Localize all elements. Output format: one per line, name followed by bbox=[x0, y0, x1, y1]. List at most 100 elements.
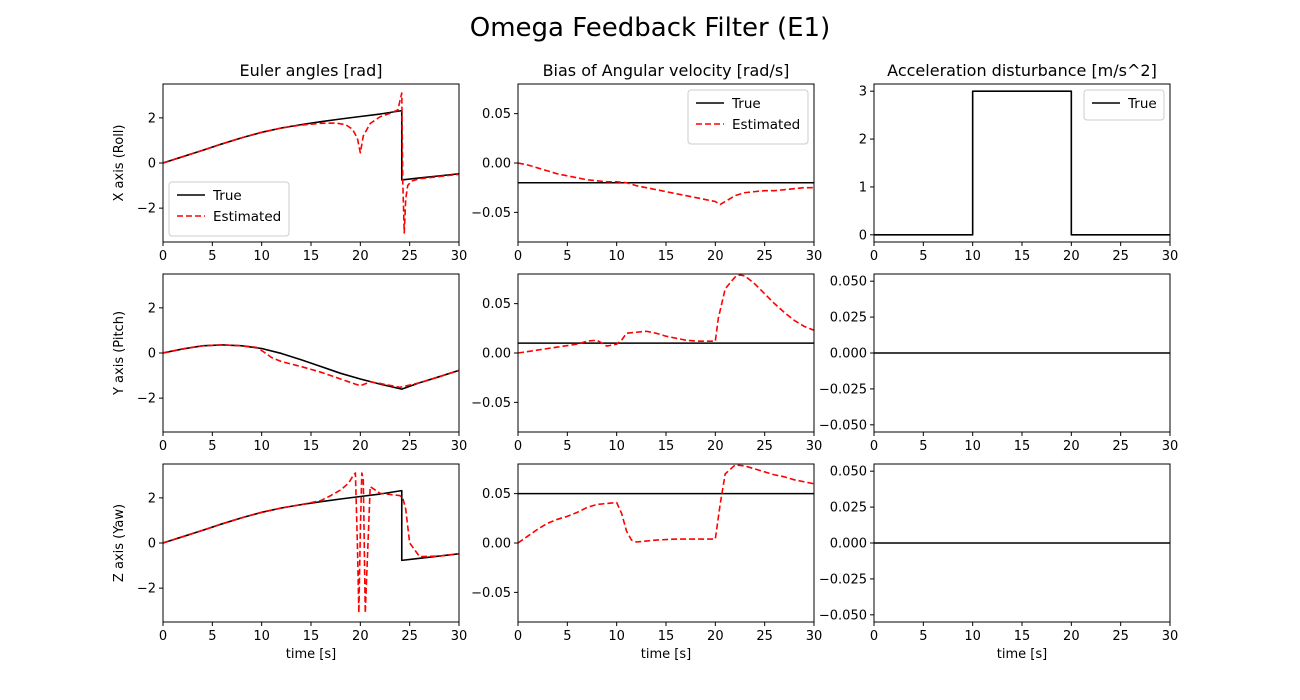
x-tick-label: 25 bbox=[401, 249, 418, 264]
x-tick-label: 10 bbox=[608, 439, 625, 454]
x-tick-label: 10 bbox=[608, 249, 625, 264]
y-tick-label: 2 bbox=[148, 491, 156, 506]
x-tick-label: 0 bbox=[514, 439, 522, 454]
y-tick-label: 2 bbox=[859, 133, 867, 148]
y-tick-label: 0.050 bbox=[830, 465, 867, 480]
x-tick-label: 0 bbox=[870, 249, 878, 264]
y-tick-label: 0 bbox=[148, 157, 156, 172]
x-tick-label: 10 bbox=[608, 629, 625, 644]
y-tick-label: −0.025 bbox=[819, 572, 867, 587]
x-tick-label: 30 bbox=[806, 439, 823, 454]
panel-2: 0 5 10 15 20 25 30 −0.05 0.00 0.05 Bias of Angular… bbox=[471, 61, 822, 264]
x-tick-label: 25 bbox=[1112, 249, 1129, 264]
x-tick-label: 25 bbox=[1112, 439, 1129, 454]
panel-8: 0 5 10 15 20 25 30 −0.05 0.00 0.05 time [s] bbox=[471, 463, 823, 662]
x-tick-label: 15 bbox=[1014, 249, 1031, 264]
panel-9: 0 5 10 15 20 25 30 −0.050 −0.025 0.000 0.025 0.050 t… bbox=[819, 463, 1179, 662]
x-tick-label: 0 bbox=[159, 629, 167, 644]
estimated-series-line bbox=[518, 162, 814, 206]
panel-7: 0 5 10 15 20 25 30 −2 0 2 Z axis (Yaw) time [s] bbox=[112, 463, 468, 662]
figure-title: Omega Feedback Filter (E1) bbox=[470, 13, 830, 43]
x-tick-label: 30 bbox=[451, 439, 468, 454]
x-tick-label: 0 bbox=[159, 249, 167, 264]
true-series-line bbox=[163, 344, 459, 390]
x-tick-label: 30 bbox=[806, 249, 823, 264]
estimated-series-line bbox=[163, 92, 459, 234]
x-tick-label: 5 bbox=[208, 629, 216, 644]
plot-area bbox=[874, 90, 1170, 236]
x-tick-label: 5 bbox=[919, 439, 927, 454]
x-tick-label: 0 bbox=[870, 439, 878, 454]
x-tick-label: 15 bbox=[658, 249, 675, 264]
x-tick-label: 30 bbox=[451, 249, 468, 264]
x-tick-label: 15 bbox=[1014, 629, 1031, 644]
x-tick-label: 10 bbox=[964, 249, 981, 264]
y-tick-label: 0 bbox=[148, 347, 156, 362]
y-tick-label: 0.025 bbox=[830, 501, 867, 516]
plot-area bbox=[518, 464, 814, 544]
y-tick-label: 0.05 bbox=[482, 487, 511, 502]
x-tick-label: 20 bbox=[1063, 249, 1080, 264]
y-tick-label: 0.000 bbox=[830, 537, 867, 552]
x-tick-label: 20 bbox=[352, 629, 369, 644]
x-tick-label: 20 bbox=[707, 629, 724, 644]
subplot-title: Acceleration disturbance [m/s^2] bbox=[887, 61, 1157, 80]
plot-area bbox=[518, 274, 814, 354]
x-tick-label: 30 bbox=[451, 629, 468, 644]
x-tick-label: 20 bbox=[352, 439, 369, 454]
x-tick-label: 30 bbox=[1162, 249, 1179, 264]
x-axis-label: time [s] bbox=[641, 647, 691, 662]
y-tick-label: 0.00 bbox=[482, 347, 511, 362]
x-tick-label: 5 bbox=[563, 439, 571, 454]
true-series-line bbox=[163, 489, 459, 562]
y-axis-label: Z axis (Yaw) bbox=[112, 504, 127, 582]
y-tick-label: −0.050 bbox=[819, 418, 867, 433]
x-tick-label: 25 bbox=[401, 439, 418, 454]
x-tick-label: 15 bbox=[303, 439, 320, 454]
x-tick-label: 5 bbox=[563, 629, 571, 644]
y-tick-label: 0 bbox=[148, 537, 156, 552]
x-tick-label: 30 bbox=[1162, 629, 1179, 644]
estimated-series-line bbox=[163, 472, 459, 614]
y-tick-label: −0.050 bbox=[819, 608, 867, 623]
panel-3: 0 5 10 15 20 25 30 0 1 2 3 Acceleration disturbance… bbox=[859, 61, 1179, 264]
legend: True Estimated bbox=[168, 181, 290, 237]
y-tick-label: −0.05 bbox=[471, 586, 511, 601]
y-tick-label: −0.025 bbox=[819, 382, 867, 397]
x-tick-label: 15 bbox=[658, 439, 675, 454]
y-tick-label: 0.00 bbox=[482, 157, 511, 172]
y-tick-label: 0.00 bbox=[482, 537, 511, 552]
y-tick-label: −2 bbox=[137, 392, 156, 407]
x-tick-label: 10 bbox=[253, 439, 270, 454]
y-tick-label: −2 bbox=[137, 202, 156, 217]
y-tick-label: −0.05 bbox=[471, 396, 511, 411]
plot-area bbox=[518, 162, 814, 206]
plot-area bbox=[163, 472, 459, 614]
x-tick-label: 30 bbox=[806, 629, 823, 644]
estimated-series-line bbox=[518, 274, 814, 354]
axes-frame bbox=[162, 463, 460, 623]
panel-6: 0 5 10 15 20 25 30 −0.050 −0.025 0.000 0.025 0.050 bbox=[819, 273, 1179, 454]
x-tick-label: 25 bbox=[401, 629, 418, 644]
plot-area bbox=[163, 92, 459, 234]
panel-5: 0 5 10 15 20 25 30 −0.05 0.00 0.05 bbox=[471, 273, 823, 454]
estimated-series-line bbox=[163, 344, 459, 389]
x-tick-label: 0 bbox=[514, 629, 522, 644]
x-tick-label: 10 bbox=[964, 439, 981, 454]
legend-label: Estimated bbox=[732, 117, 800, 133]
x-tick-label: 10 bbox=[253, 629, 270, 644]
x-tick-label: 20 bbox=[1063, 629, 1080, 644]
x-tick-label: 0 bbox=[159, 439, 167, 454]
x-tick-label: 5 bbox=[563, 249, 571, 264]
x-tick-label: 30 bbox=[1162, 439, 1179, 454]
axes-frame bbox=[162, 273, 460, 433]
x-tick-label: 0 bbox=[514, 249, 522, 264]
y-tick-label: −2 bbox=[137, 582, 156, 597]
subplot-title: Bias of Angular velocity [rad/s] bbox=[543, 61, 790, 80]
x-tick-label: 20 bbox=[707, 439, 724, 454]
legend-label: True bbox=[1127, 96, 1157, 112]
y-tick-label: 2 bbox=[148, 301, 156, 316]
legend-label: Estimated bbox=[213, 209, 281, 225]
true-series-line bbox=[874, 90, 1170, 236]
x-tick-label: 25 bbox=[1112, 629, 1129, 644]
